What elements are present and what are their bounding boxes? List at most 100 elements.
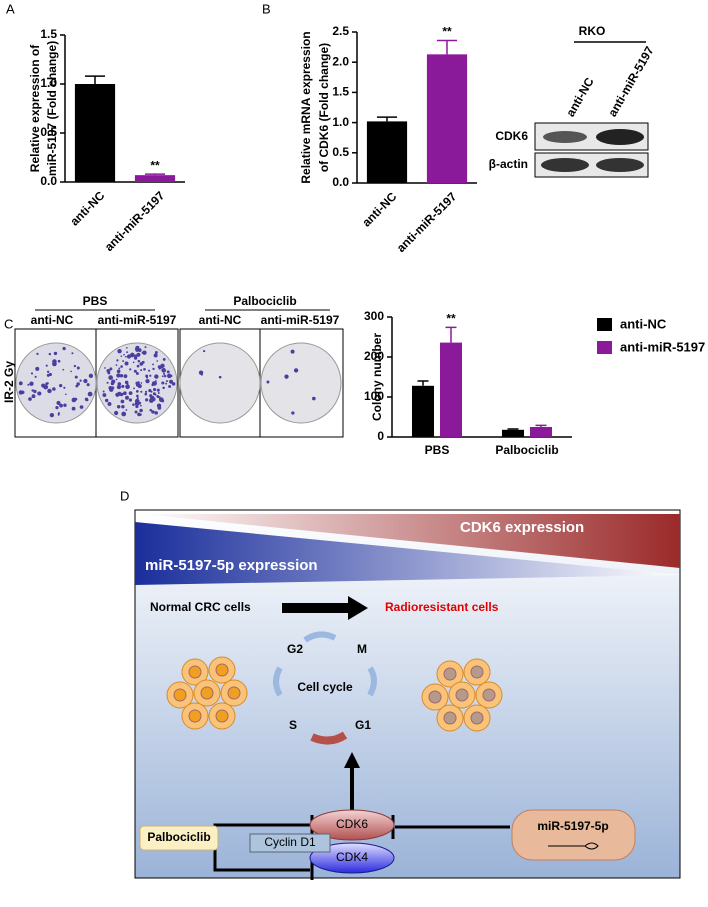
nucleus bbox=[443, 711, 457, 725]
colony bbox=[46, 373, 50, 377]
colony bbox=[109, 367, 113, 371]
colony bbox=[148, 369, 151, 372]
colony bbox=[203, 349, 206, 353]
bar bbox=[530, 427, 552, 437]
label: Normal CRC cells bbox=[150, 600, 251, 614]
colony bbox=[145, 398, 149, 402]
colony bbox=[27, 383, 30, 386]
panel-label: A bbox=[6, 1, 15, 16]
cycle-arrow bbox=[310, 731, 348, 745]
colony bbox=[108, 375, 113, 380]
label: Cyclin D1 bbox=[264, 835, 316, 849]
nucleus bbox=[443, 667, 457, 681]
colony bbox=[126, 351, 129, 354]
colony bbox=[157, 406, 162, 410]
colony bbox=[154, 374, 159, 379]
colony bbox=[134, 410, 138, 414]
colony bbox=[125, 409, 128, 411]
colony bbox=[117, 382, 122, 386]
band bbox=[543, 131, 587, 143]
colony bbox=[128, 398, 133, 402]
colony bbox=[144, 392, 148, 396]
colony bbox=[136, 397, 139, 400]
colony bbox=[121, 411, 127, 417]
error-bar bbox=[417, 380, 429, 386]
colony bbox=[140, 390, 143, 393]
colony bbox=[165, 382, 168, 385]
colony bbox=[169, 379, 174, 384]
cyclin-node bbox=[249, 833, 331, 853]
nucleus bbox=[215, 663, 229, 677]
colony bbox=[149, 408, 153, 412]
y-tick-label: 0.0 bbox=[332, 175, 349, 189]
colony bbox=[41, 383, 46, 388]
colony bbox=[87, 391, 93, 397]
dish bbox=[260, 342, 342, 424]
legend-swatch bbox=[597, 341, 612, 354]
colony bbox=[18, 390, 24, 395]
colony bbox=[171, 382, 176, 386]
colony bbox=[150, 390, 153, 393]
colony bbox=[139, 362, 144, 366]
x-tick-label: anti-NC bbox=[67, 188, 107, 228]
colony bbox=[152, 387, 157, 392]
error-bar bbox=[445, 326, 457, 343]
colony bbox=[45, 364, 48, 367]
colony bbox=[30, 372, 34, 375]
nucleus bbox=[455, 688, 469, 702]
bar bbox=[440, 342, 462, 437]
y-axis-label: Colony number bbox=[370, 333, 384, 421]
colony bbox=[62, 346, 66, 351]
colony bbox=[123, 353, 125, 356]
colony bbox=[74, 397, 78, 401]
colony bbox=[120, 399, 125, 404]
cell-cluster bbox=[421, 658, 503, 732]
colony bbox=[53, 351, 58, 356]
colony bbox=[149, 399, 152, 403]
colony bbox=[154, 393, 157, 396]
colony bbox=[133, 369, 137, 373]
colony bbox=[135, 389, 139, 393]
colony bbox=[108, 386, 113, 390]
colony bbox=[116, 373, 121, 378]
y-axis-label: of CDK6 (Fold change) bbox=[317, 43, 331, 172]
colony bbox=[116, 405, 121, 409]
phase: M bbox=[357, 642, 367, 656]
y-tick-label: 200 bbox=[364, 349, 384, 363]
error-bar bbox=[507, 428, 519, 430]
colony bbox=[137, 348, 142, 353]
y-tick-label: 1.5 bbox=[40, 27, 57, 41]
y-tick-label: 1.0 bbox=[332, 115, 349, 129]
colony bbox=[133, 387, 135, 390]
colony bbox=[73, 364, 77, 368]
colony bbox=[29, 381, 34, 386]
colony bbox=[34, 375, 37, 378]
colony bbox=[106, 369, 111, 373]
dish bbox=[179, 342, 261, 424]
colony bbox=[129, 368, 132, 371]
label: Cell cycle bbox=[297, 680, 353, 694]
colony bbox=[145, 376, 149, 379]
annotation: ** bbox=[446, 312, 456, 326]
y-tick-label: 0 bbox=[377, 429, 384, 443]
colony bbox=[126, 354, 132, 359]
colony bbox=[47, 388, 52, 394]
colony bbox=[200, 373, 203, 376]
colony bbox=[118, 367, 121, 370]
error-bar bbox=[376, 116, 398, 122]
colony bbox=[152, 381, 157, 386]
lane-label: anti-miR-5197 bbox=[261, 313, 340, 327]
colony bbox=[125, 355, 127, 358]
arrowhead bbox=[344, 752, 360, 768]
label: CDK6 expression bbox=[460, 519, 584, 536]
colony bbox=[63, 403, 67, 407]
colony bbox=[137, 359, 141, 363]
colony bbox=[166, 370, 170, 374]
group-label: Palbociclib bbox=[233, 294, 296, 308]
nucleus bbox=[188, 709, 202, 723]
colony bbox=[145, 379, 150, 384]
blot-cell-line: RKO bbox=[579, 24, 606, 38]
label: CDK6 bbox=[336, 817, 368, 831]
colony bbox=[33, 389, 37, 394]
